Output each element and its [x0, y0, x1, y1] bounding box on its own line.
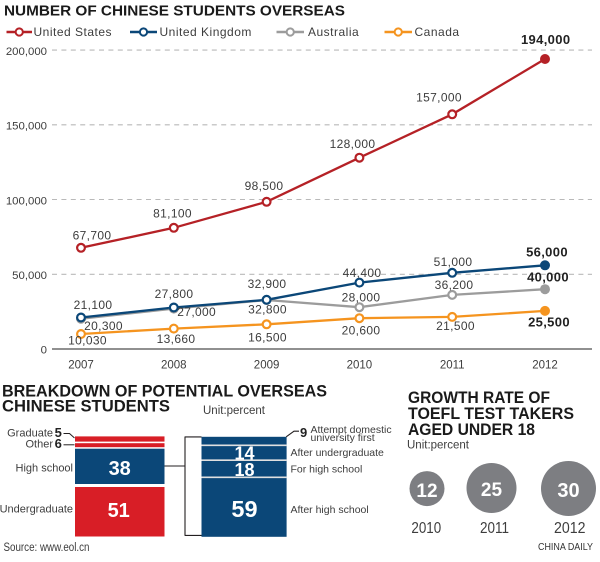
svg-text:6: 6 — [55, 436, 62, 451]
svg-text:28,000: 28,000 — [342, 291, 381, 305]
svg-text:United States: United States — [34, 25, 113, 39]
svg-text:Graduate: Graduate — [7, 428, 53, 440]
svg-text:AGED UNDER 18: AGED UNDER 18 — [408, 421, 535, 439]
svg-text:44,400: 44,400 — [343, 266, 382, 280]
svg-text:NUMBER OF CHINESE STUDENTS OVE: NUMBER OF CHINESE STUDENTS OVERSEAS — [4, 3, 345, 19]
svg-text:59: 59 — [231, 496, 257, 522]
svg-text:Other: Other — [25, 439, 53, 451]
svg-text:38: 38 — [109, 458, 131, 480]
svg-text:2012: 2012 — [554, 520, 586, 537]
svg-text:CHINESE STUDENTS: CHINESE STUDENTS — [2, 398, 170, 416]
svg-text:university first: university first — [311, 432, 375, 444]
svg-text:Unit:percent: Unit:percent — [407, 440, 470, 452]
svg-text:High school: High school — [16, 463, 73, 475]
svg-text:20,600: 20,600 — [342, 323, 381, 337]
svg-text:Attempt domestic: Attempt domestic — [311, 424, 392, 436]
svg-text:25: 25 — [481, 480, 503, 501]
svg-text:TOEFL TEST TAKERS: TOEFL TEST TAKERS — [408, 405, 574, 423]
svg-text:BREAKDOWN OF POTENTIAL OVERSEA: BREAKDOWN OF POTENTIAL OVERSEAS — [2, 383, 327, 401]
svg-text:98,500: 98,500 — [245, 179, 284, 193]
svg-text:12: 12 — [416, 481, 437, 502]
svg-text:Source: www.eol.cn: Source: www.eol.cn — [4, 542, 90, 554]
svg-text:5: 5 — [55, 425, 62, 440]
svg-text:10,030: 10,030 — [68, 333, 107, 347]
svg-text:16,500: 16,500 — [248, 330, 287, 344]
svg-text:2010: 2010 — [411, 520, 441, 537]
svg-text:For high school: For high school — [291, 464, 363, 476]
svg-text:157,000: 157,000 — [416, 91, 462, 105]
svg-text:40,000: 40,000 — [527, 270, 569, 285]
svg-text:150,000: 150,000 — [6, 121, 47, 133]
svg-text:2009: 2009 — [254, 360, 280, 372]
svg-text:2010: 2010 — [347, 360, 373, 372]
svg-text:2011: 2011 — [480, 520, 509, 537]
svg-text:Australia: Australia — [308, 25, 359, 39]
svg-text:0: 0 — [41, 344, 47, 356]
svg-text:27,000: 27,000 — [177, 305, 216, 319]
svg-text:9: 9 — [300, 425, 307, 440]
svg-text:56,000: 56,000 — [526, 245, 568, 260]
svg-text:100,000: 100,000 — [6, 195, 47, 207]
svg-text:After high school: After high school — [291, 504, 369, 516]
svg-text:81,100: 81,100 — [153, 207, 192, 221]
svg-text:18: 18 — [234, 460, 254, 480]
svg-text:2008: 2008 — [161, 360, 187, 372]
svg-text:194,000: 194,000 — [521, 32, 570, 47]
svg-text:2011: 2011 — [440, 360, 465, 372]
svg-text:27,800: 27,800 — [155, 287, 194, 301]
svg-text:32,900: 32,900 — [248, 277, 287, 291]
svg-text:20,300: 20,300 — [84, 319, 123, 333]
svg-text:Canada: Canada — [415, 25, 460, 39]
svg-text:25,500: 25,500 — [528, 315, 570, 330]
svg-text:2007: 2007 — [68, 360, 94, 372]
svg-text:30: 30 — [557, 480, 579, 502]
svg-text:51: 51 — [108, 500, 130, 522]
svg-text:Unit:percent: Unit:percent — [203, 405, 266, 417]
svg-text:50,000: 50,000 — [12, 270, 47, 282]
svg-text:CHINA DAILY: CHINA DAILY — [538, 541, 593, 553]
svg-text:67,700: 67,700 — [73, 229, 112, 243]
svg-text:Undergraduate: Undergraduate — [0, 504, 73, 516]
svg-text:200,000: 200,000 — [6, 46, 47, 58]
svg-text:51,000: 51,000 — [434, 255, 473, 269]
svg-text:United Kingdom: United Kingdom — [160, 25, 252, 39]
svg-text:32,800: 32,800 — [248, 303, 287, 317]
svg-text:2012: 2012 — [532, 360, 558, 372]
svg-text:After undergraduate: After undergraduate — [291, 447, 385, 459]
svg-text:128,000: 128,000 — [330, 137, 376, 151]
svg-text:21,500: 21,500 — [436, 319, 475, 333]
svg-text:13,660: 13,660 — [157, 332, 196, 346]
svg-text:21,100: 21,100 — [74, 298, 113, 312]
svg-text:GROWTH RATE OF: GROWTH RATE OF — [408, 389, 550, 407]
svg-text:14: 14 — [234, 443, 254, 463]
svg-text:36,200: 36,200 — [435, 278, 474, 292]
